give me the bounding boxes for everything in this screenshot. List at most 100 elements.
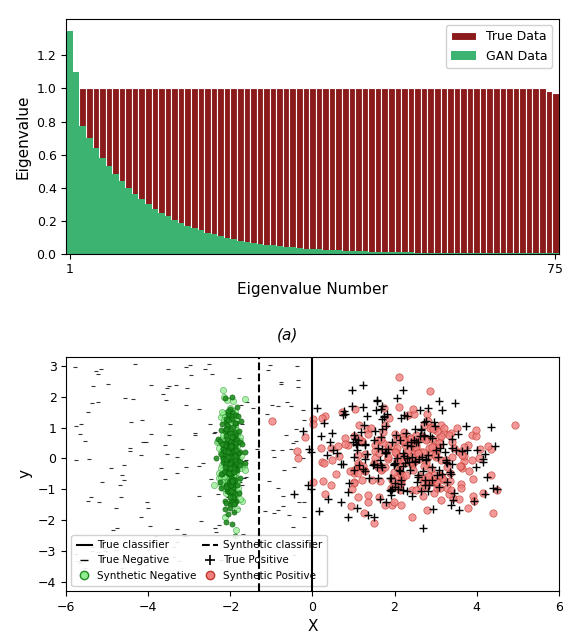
Point [231, 437, 240, 447]
Point [451, 445, 460, 455]
Point [295, 497, 304, 507]
Point [227, 436, 236, 446]
Point [221, 459, 230, 469]
Point [224, 392, 233, 403]
Point [228, 465, 237, 475]
Point [464, 465, 473, 475]
Point [230, 424, 240, 435]
Point [491, 441, 500, 451]
Point [223, 429, 233, 439]
Point [214, 443, 223, 454]
Point [226, 417, 235, 427]
Point [239, 456, 248, 466]
Bar [427, 253, 434, 254]
Point [417, 452, 426, 463]
Point [446, 428, 456, 438]
Point [344, 440, 353, 450]
Point [388, 484, 397, 494]
Bar [171, 88, 178, 254]
Point [361, 466, 370, 476]
Point [228, 464, 237, 474]
Point [216, 469, 225, 479]
Point [228, 454, 237, 464]
Point [387, 475, 396, 485]
Point [454, 447, 463, 458]
Point [223, 435, 233, 445]
Point [293, 445, 302, 456]
Point [233, 446, 242, 456]
Point [235, 488, 244, 498]
Point [416, 424, 425, 435]
Point [422, 409, 431, 419]
Point [230, 456, 239, 466]
Point [217, 412, 226, 422]
Bar [158, 88, 165, 254]
Point [223, 445, 233, 455]
Point [128, 394, 138, 404]
Point [85, 454, 94, 464]
Point [230, 435, 239, 445]
Bar [73, 88, 79, 254]
Bar [151, 209, 158, 254]
Point [422, 435, 431, 445]
Point [201, 364, 210, 374]
Point [346, 466, 355, 476]
Point [219, 454, 228, 465]
Point [299, 512, 308, 523]
Point [237, 480, 246, 490]
Point [379, 438, 388, 448]
Point [226, 468, 236, 478]
Point [442, 462, 452, 472]
Point [231, 428, 240, 438]
Point [229, 461, 238, 471]
Point [394, 465, 403, 475]
Point [240, 447, 249, 458]
Bar [323, 250, 329, 254]
Point [221, 482, 230, 492]
Point [230, 498, 240, 508]
Point [240, 458, 249, 468]
Point [408, 465, 418, 475]
Point [349, 430, 358, 440]
Point [238, 461, 247, 472]
Point [232, 437, 241, 447]
Point [218, 451, 228, 461]
Point [224, 473, 233, 484]
Point [511, 420, 520, 430]
Point [486, 422, 495, 432]
Point [368, 459, 377, 470]
Point [217, 482, 226, 493]
Point [441, 455, 450, 465]
Point [358, 461, 367, 472]
Point [300, 415, 309, 426]
Point [425, 442, 434, 452]
Point [416, 431, 425, 441]
Point [223, 444, 233, 454]
Point [313, 403, 322, 413]
Bar [165, 88, 171, 254]
Point [223, 461, 233, 471]
Point [223, 426, 233, 436]
Point [363, 497, 373, 507]
Point [442, 458, 452, 468]
Point [444, 430, 453, 440]
Point [232, 425, 241, 435]
Point [458, 450, 467, 460]
Point [353, 435, 362, 445]
Point [222, 423, 232, 433]
Point [400, 458, 410, 468]
Point [229, 455, 238, 465]
Point [382, 408, 392, 419]
Point [290, 488, 299, 498]
Bar [552, 93, 559, 254]
Point [396, 468, 406, 479]
Point [116, 553, 125, 564]
Point [230, 430, 239, 440]
Point [307, 484, 316, 494]
Point [230, 490, 240, 500]
Bar [250, 243, 257, 254]
Point [225, 438, 234, 448]
Point [416, 424, 426, 434]
Bar [395, 252, 401, 254]
Point [226, 458, 236, 468]
